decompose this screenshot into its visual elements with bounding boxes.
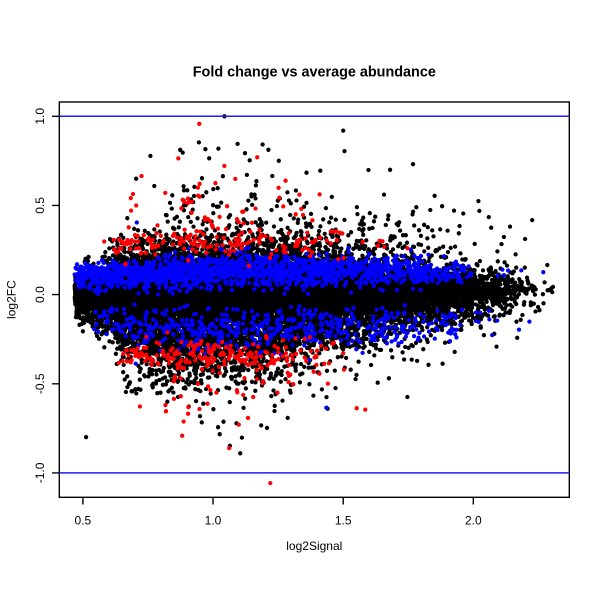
svg-text:-1.0: -1.0 [33,462,47,483]
svg-text:0.5: 0.5 [33,197,47,214]
svg-text:Fold change vs average abundan: Fold change vs average abundance [193,65,436,81]
svg-text:-0.5: -0.5 [33,373,47,394]
svg-text:1.0: 1.0 [205,513,222,527]
svg-text:log2Signal: log2Signal [286,539,342,553]
svg-text:0.0: 0.0 [33,286,47,303]
svg-text:1.5: 1.5 [335,513,352,527]
svg-text:log2FC: log2FC [4,280,18,319]
svg-text:0.5: 0.5 [75,513,92,527]
svg-text:2.0: 2.0 [465,513,482,527]
svg-text:1.0: 1.0 [33,108,47,125]
